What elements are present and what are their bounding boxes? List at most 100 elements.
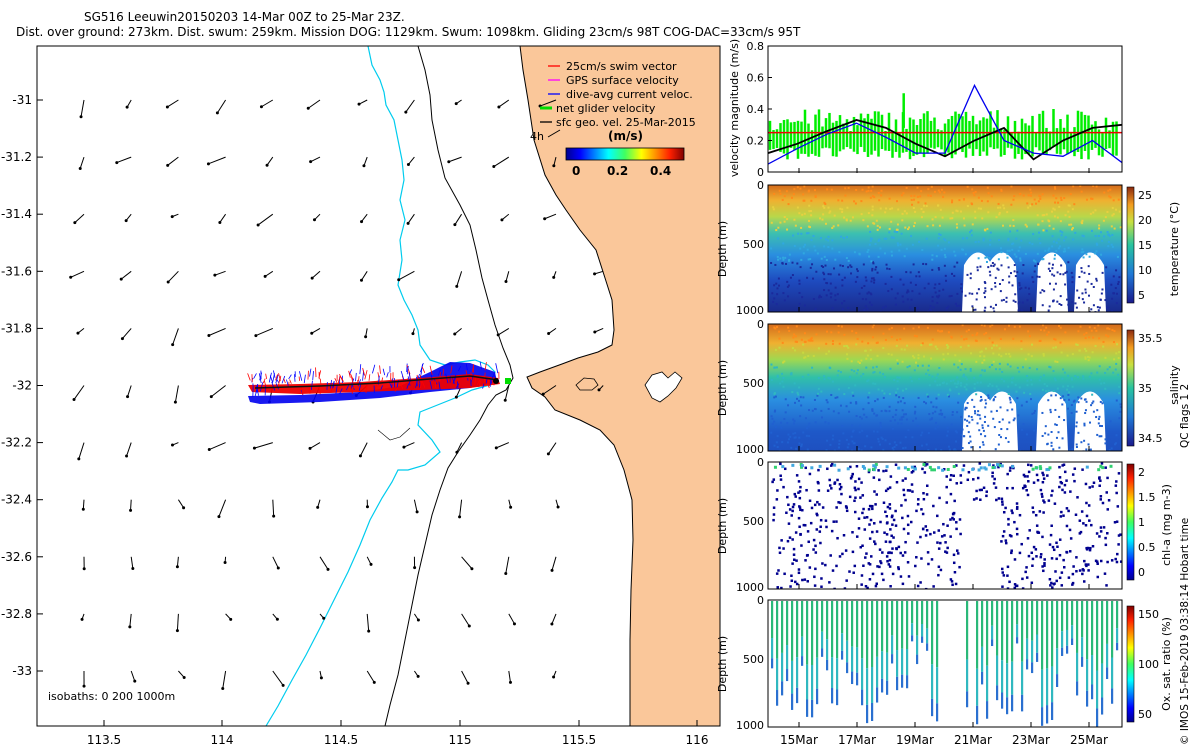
chla-sample (853, 486, 857, 490)
salinity-sample (1053, 337, 1056, 340)
temperature-sample (905, 271, 908, 274)
chla-sample (1081, 572, 1084, 576)
temperature-sample (841, 307, 844, 310)
temperature-sample (910, 194, 913, 197)
temperature-sample (1047, 309, 1050, 312)
salinity-sample (1054, 394, 1057, 397)
salinity-sample (1104, 438, 1107, 441)
oxsat-profile-mid (1051, 666, 1054, 703)
temperature-sample (1025, 225, 1028, 228)
salinity-sample (1006, 428, 1009, 431)
salinity-sample (890, 353, 893, 356)
chla-label: chl-a (mg m-3) (1160, 484, 1173, 566)
chla-sample (1079, 530, 1083, 534)
chla-surface-sample (1101, 466, 1105, 470)
chla-sample (907, 532, 910, 535)
chla-sample (936, 541, 939, 544)
salinity-sample (891, 416, 894, 419)
salinity-sample (1038, 339, 1041, 342)
temperature-sample (930, 309, 933, 312)
salinity-sample (861, 340, 864, 343)
salinity-sample (935, 397, 938, 400)
track-vector (400, 370, 405, 381)
salinity-sample (1007, 385, 1010, 388)
chla-sample (888, 540, 892, 544)
salinity-sample (855, 331, 858, 334)
temperature-sample (1109, 188, 1112, 191)
chla-sample (1098, 535, 1101, 538)
temperature-sample (810, 199, 813, 202)
chla-sample (1106, 532, 1109, 535)
salinity-sample (1056, 387, 1059, 390)
temperature-sample (1080, 251, 1083, 254)
oxsat-profile-upper (1026, 601, 1029, 639)
temperature-sample (1052, 227, 1055, 230)
temperature-sample (788, 258, 791, 261)
velocity-arrow-shaft (405, 99, 415, 113)
salinity-sample (1055, 424, 1058, 427)
salinity-sample (910, 380, 913, 383)
temperature-sample (958, 199, 961, 202)
chla-sample (1110, 559, 1114, 562)
salinity-sample (1054, 338, 1057, 341)
temperature-sample (1083, 301, 1086, 304)
salinity-shallow-region (986, 391, 1018, 451)
track-vector (386, 372, 389, 378)
temperature-sample (1012, 299, 1015, 302)
salinity-sample (940, 413, 943, 416)
oxsat-profile-mid (1086, 659, 1089, 691)
salinity-sample (954, 449, 957, 451)
temperature-sample (1053, 254, 1056, 257)
oxsat-profile-deep (846, 662, 849, 674)
salinity-sample (939, 409, 942, 412)
chla-sample (937, 529, 941, 532)
velocity-arrow-head (406, 221, 410, 225)
chla-sample (956, 552, 960, 555)
track-vector (303, 374, 306, 384)
salinity-sample (948, 395, 951, 398)
temperature-sample (997, 258, 1000, 261)
salinity-sample (1027, 330, 1030, 333)
temperature-sample (867, 212, 870, 215)
temperature-sample (847, 306, 850, 309)
temperature-sample (1042, 258, 1045, 261)
chla-sample (902, 488, 905, 492)
salinity-sample (903, 348, 906, 351)
salinity-sample (1094, 344, 1097, 347)
salinity-sample (871, 336, 874, 339)
chla-sample (852, 571, 855, 574)
salinity-sample (831, 438, 834, 441)
salinity-sample (1117, 373, 1120, 376)
oxsat-profile-upper (916, 601, 919, 636)
chla-sample (1065, 507, 1069, 510)
oxsat-profile-upper (976, 601, 979, 669)
chla-sample (791, 562, 794, 565)
salinity-sample (1008, 396, 1011, 399)
chla-surface-sample (872, 464, 876, 468)
velocity-arrow-head (133, 679, 137, 683)
temperature-sample (1107, 245, 1110, 248)
chla-sample (1035, 555, 1038, 558)
track-vector (281, 375, 286, 384)
salinity-sample (913, 334, 916, 337)
salinity-sample (974, 410, 977, 413)
chla-surface-sample (846, 467, 850, 471)
temperature-sample (1038, 194, 1041, 197)
chla-sample (1117, 534, 1121, 537)
chla-frame (767, 461, 1123, 590)
temperature-sample (808, 226, 811, 229)
velocity-arrow-shaft (310, 156, 321, 163)
chla-sample (1042, 473, 1045, 477)
velocity-arrow-head (453, 332, 457, 336)
chla-sample (1024, 570, 1027, 574)
temperature-sample (960, 290, 963, 293)
chla-sample (890, 551, 893, 555)
salinity-sample (928, 343, 931, 346)
temperature-sample (1047, 249, 1050, 252)
chla-surface-sample (941, 468, 945, 472)
salinity-sample (1084, 409, 1087, 412)
temperature-sample (803, 185, 806, 188)
track-vector (289, 379, 292, 384)
temperature-sample (929, 194, 932, 197)
salinity-sample (975, 393, 978, 396)
